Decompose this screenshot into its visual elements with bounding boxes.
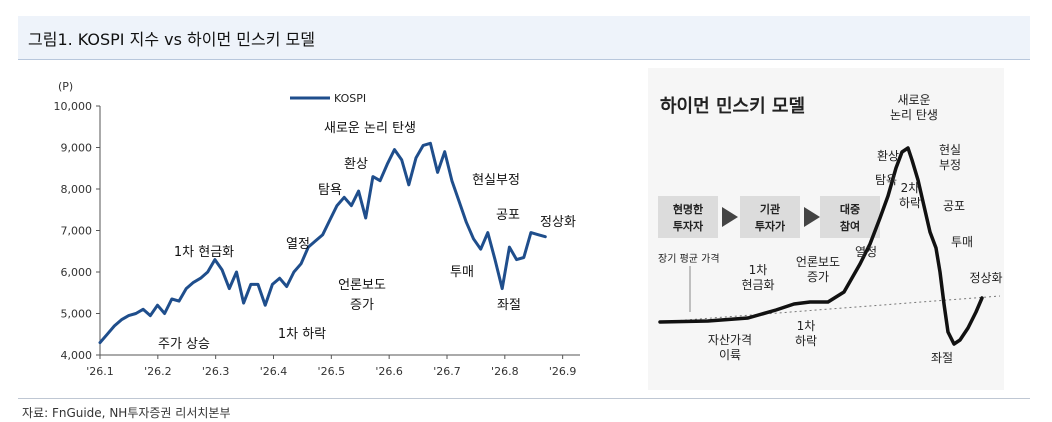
minsky-stage-line: 논리 탄생: [890, 108, 938, 122]
minsky-stage-line: 2차: [901, 181, 920, 195]
minsky-stage-line: 1차: [797, 319, 816, 333]
minsky-stage-label: 투매: [951, 235, 973, 249]
minsky-stage-line: 자산가격: [708, 333, 752, 347]
annotation-label: 탐욕: [318, 183, 342, 198]
figure-title-bar: 그림1. KOSPI 지수 vs 하이먼 민스키 모델: [18, 16, 1030, 60]
minsky-stage-line: 새로운: [897, 93, 930, 107]
y-unit-label: (P): [58, 80, 73, 93]
minsky-stage-label: 공포: [943, 199, 965, 213]
minsky-stage-label: 열정: [855, 245, 877, 259]
minsky-stage-line: 증가: [807, 270, 829, 284]
flow-box-label-bottom: 투자가: [755, 219, 785, 233]
chart-series: [98, 141, 547, 345]
x-tick-label: '26.1: [86, 365, 114, 378]
y-tick-label: 5,000: [61, 308, 93, 321]
kospi-line-chart: (P) 4,000 5,000 6,000 7,000 8,000 9,000 10,000 '…: [54, 80, 580, 378]
annotation-label: 투매: [450, 265, 474, 280]
flow-box-label-bottom: 투자자: [673, 219, 704, 233]
minsky-stage-line: 언론보도: [796, 255, 840, 269]
minsky-stage-label: 새로운 논리 탄생: [890, 93, 938, 122]
minsky-stage-label: 1차 하락: [795, 319, 817, 348]
minsky-stage-label: 환상: [877, 149, 899, 163]
minsky-stage-label: 1차 현금화: [741, 263, 774, 292]
minsky-stage-line: 현금화: [741, 278, 774, 292]
minsky-stage-line: 1차: [749, 263, 768, 277]
y-tick-label: 4,000: [61, 349, 93, 362]
minsky-curve: [658, 146, 984, 346]
annotation-label: 공포: [496, 208, 520, 223]
annotation-line: 언론보도: [338, 278, 386, 293]
x-tick-label: '26.8: [491, 365, 519, 378]
flow-arrow: [804, 207, 820, 227]
minsky-stage-line: 좌절: [931, 351, 953, 365]
x-tick-label: '26.4: [260, 365, 288, 378]
kospi-series-line: [98, 141, 547, 345]
minsky-stage-line: 이륙: [719, 348, 741, 362]
figure-title: 그림1. KOSPI 지수 vs 하이먼 민스키 모델: [28, 30, 315, 49]
flow-arrow: [722, 207, 738, 227]
x-tick-label: '26.5: [318, 365, 346, 378]
y-tick-label: 6,000: [61, 266, 93, 279]
flow-box-label-top: 현명한: [673, 202, 703, 216]
x-tick-label: '26.2: [144, 365, 172, 378]
minsky-stage-label: 탐욕: [875, 173, 897, 187]
legend-label: KOSPI: [334, 92, 366, 105]
annotation-label: 정상화: [540, 215, 576, 230]
minsky-stage-line: 하락: [899, 196, 921, 210]
annotation-label: 현실부정: [472, 173, 520, 188]
minsky-stage-line: 현실: [939, 143, 961, 157]
flow-box-label-bottom: 참여: [840, 219, 860, 233]
flow-box: [740, 196, 800, 238]
minsky-stage-label: 좌절: [931, 351, 953, 365]
baseline-label: 장기 평균 가격: [658, 252, 720, 265]
minsky-stage-label: 현실 부정: [939, 143, 961, 172]
minsky-stage-line: 탐욕: [875, 173, 897, 187]
minsky-stage-line: 환상: [877, 149, 899, 163]
minsky-stage-line: 정상화: [969, 271, 1002, 285]
x-tick-label: '26.6: [375, 365, 403, 378]
minsky-stage-label: 자산가격 이륙: [708, 333, 752, 362]
y-tick-label: 9,000: [61, 142, 93, 155]
minsky-stage-line: 하락: [795, 334, 817, 348]
annotation-label: 1차 현금화: [174, 245, 234, 260]
annotation-label: 1차 하락: [278, 327, 326, 342]
minsky-stage-label: 2차 하락: [899, 181, 921, 210]
flow-box: [820, 196, 880, 238]
x-tick-label: '26.3: [202, 365, 230, 378]
source-note: 자료: FnGuide, NH투자증권 리서치본부: [22, 406, 231, 420]
annotation-label: 좌절: [497, 298, 521, 313]
minsky-stage-line: 부정: [939, 158, 961, 172]
y-tick-label: 8,000: [61, 183, 93, 196]
flow-box-label-top: 기관: [760, 202, 780, 216]
minsky-stage-line: 공포: [943, 199, 965, 213]
flow-box: [658, 196, 718, 238]
minsky-stage-label: 정상화: [969, 271, 1002, 285]
x-tick-label: '26.9: [549, 365, 577, 378]
annotation-label: 새로운 논리 탄생: [324, 121, 416, 136]
long-term-trend-line: [659, 295, 1001, 323]
annotation-label: 환상: [344, 157, 368, 172]
footer-divider: [18, 398, 1030, 399]
minsky-stage-line: 열정: [855, 245, 877, 259]
annotation-label: 열정: [286, 237, 310, 252]
y-tick-label: 10,000: [54, 100, 93, 113]
y-tick-label: 7,000: [61, 225, 93, 238]
flow-box-label-top: 대중: [840, 202, 860, 216]
annotation-label: 주가 상승: [158, 337, 210, 352]
annotation-line: 증가: [350, 298, 374, 313]
chart-axes: (P) 4,000 5,000 6,000 7,000 8,000 9,000 10,000 '…: [54, 80, 580, 378]
minsky-title: 하이먼 민스키 모델: [660, 96, 805, 117]
minsky-stage-line: 투매: [951, 235, 973, 249]
x-tick-label: '26.7: [433, 365, 461, 378]
minsky-stage-label: 언론보도 증가: [796, 255, 840, 284]
